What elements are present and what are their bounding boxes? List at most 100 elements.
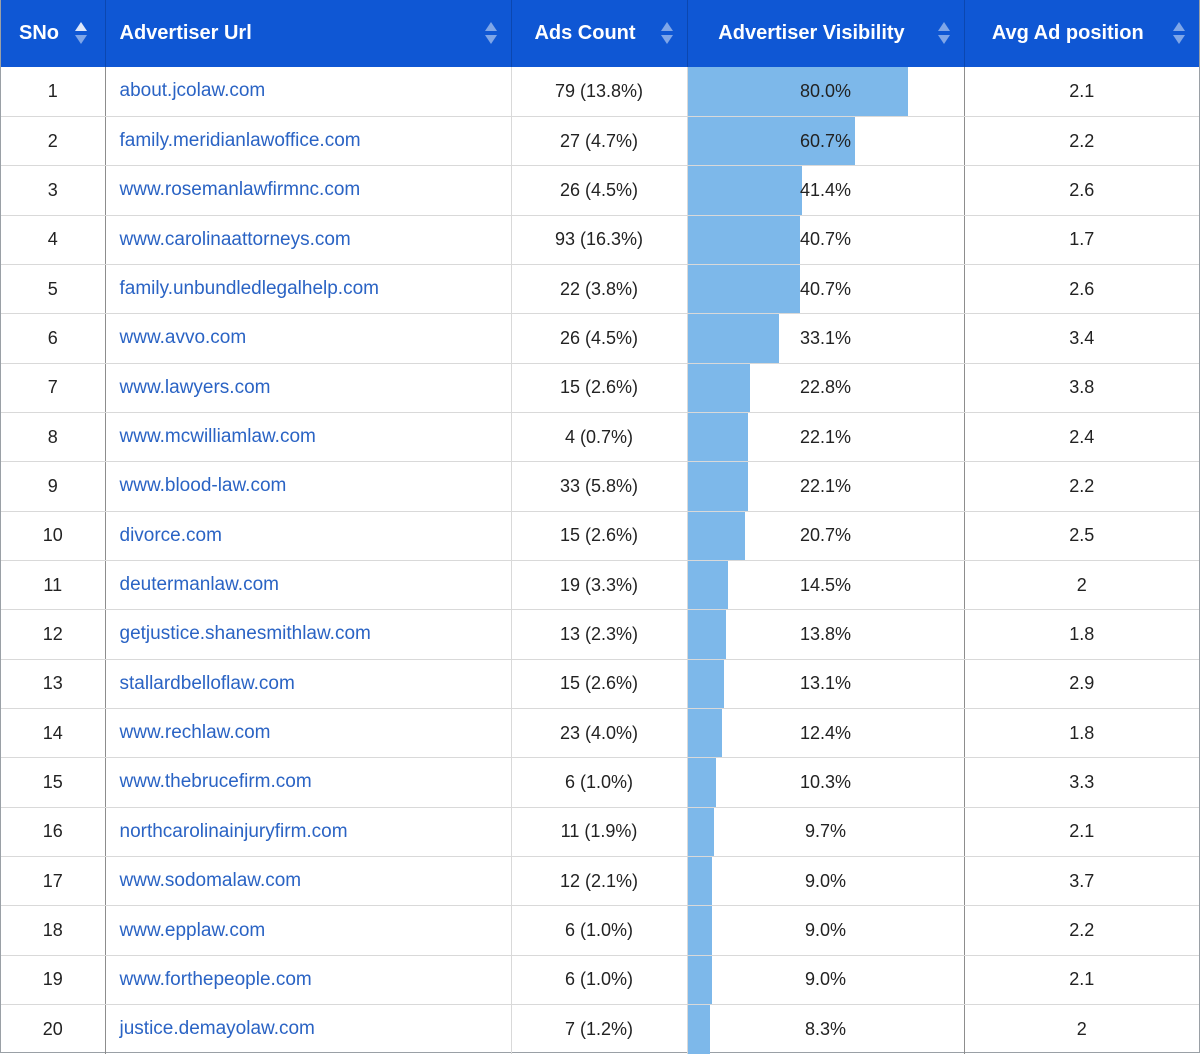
advertiser-link[interactable]: www.avvo.com — [119, 327, 247, 349]
sort-arrows-icon[interactable] — [937, 22, 950, 46]
visibility-value: 9.0% — [804, 969, 847, 990]
visibility-value: 41.4% — [799, 179, 852, 200]
table-body: 1 about.jcolaw.com 79 (13.8%) 80.0% 2.1 2 fami… — [1, 67, 1199, 1054]
cell-avg-position: 2 — [1076, 1018, 1087, 1039]
table-row[interactable]: 8 www.mcwilliamlaw.com 4 (0.7%) 22.1% 2.4 — [1, 412, 1199, 463]
cell-avg-position: 2.4 — [964, 412, 1199, 463]
sort-arrows-icon[interactable] — [660, 22, 673, 46]
sort-arrows-icon[interactable] — [484, 22, 497, 46]
cell-sno: 13 — [1, 659, 106, 709]
table-row[interactable]: 19 www.forthepeople.com 6 (1.0%) 9.0% 2.1 — [1, 955, 1199, 1006]
visibility-bar — [687, 264, 800, 314]
header-row: SNo Advertiser Url Ads Count Advertiser … — [1, 0, 1199, 67]
cell-url: www.avvo.com — [105, 313, 512, 364]
table-row[interactable]: 11 deutermanlaw.com 19 (3.3%) 14.5% 2 — [1, 560, 1199, 611]
cell-sno: 10 — [1, 511, 106, 561]
visibility-bar — [687, 314, 779, 363]
cell-ads-count: 79 (13.8%) — [511, 67, 688, 117]
cell-avg-position: 1.8 — [964, 708, 1199, 759]
column-header-label: Avg Ad position — [991, 22, 1144, 44]
cell-sno: 2 — [1, 116, 106, 167]
visibility-value: 80.0% — [799, 80, 852, 101]
cell-ads-count: 4 (0.7%) — [511, 412, 688, 463]
cell-avg-position: 2.5 — [964, 511, 1199, 561]
cell-sno: 6 — [1, 313, 106, 364]
table-row[interactable]: 18 www.epplaw.com 6 (1.0%) 9.0% 2.2 — [1, 905, 1199, 956]
column-header-avg-position[interactable]: Avg Ad position — [964, 0, 1199, 67]
table-row[interactable]: 1 about.jcolaw.com 79 (13.8%) 80.0% 2.1 — [1, 67, 1199, 117]
visibility-value: 22.8% — [799, 377, 852, 398]
table-row[interactable]: 9 www.blood-law.com 33 (5.8%) 22.1% 2.2 — [1, 461, 1199, 512]
table-row[interactable]: 7 www.lawyers.com 15 (2.6%) 22.8% 3.8 — [1, 363, 1199, 413]
advertiser-link[interactable]: www.thebrucefirm.com — [119, 771, 312, 793]
table-row[interactable]: 20 justice.demayolaw.com 7 (1.2%) 8.3% 2 — [1, 1004, 1199, 1054]
visibility-value: 14.5% — [799, 574, 852, 595]
advertiser-link[interactable]: www.forthepeople.com — [119, 968, 312, 990]
cell-visibility: 9.0% — [686, 905, 965, 956]
cell-url: www.forthepeople.com — [105, 955, 512, 1006]
column-header-visibility[interactable]: Advertiser Visibility — [687, 0, 965, 67]
visibility-value: 40.7% — [799, 229, 852, 250]
cell-url: deutermanlaw.com — [105, 560, 512, 611]
advertiser-link[interactable]: www.blood-law.com — [119, 475, 287, 497]
cell-visibility: 9.0% — [686, 955, 965, 1006]
advertiser-link[interactable]: deutermanlaw.com — [119, 574, 279, 596]
sort-arrows-icon[interactable] — [74, 22, 87, 46]
column-header-label: SNo — [19, 22, 59, 44]
advertiser-link[interactable]: www.rechlaw.com — [119, 722, 271, 744]
table-row[interactable]: 17 www.sodomalaw.com 12 (2.1%) 9.0% 3.7 — [1, 856, 1199, 907]
visibility-value: 60.7% — [799, 130, 852, 151]
advertiser-link[interactable]: divorce.com — [119, 524, 222, 546]
table-row[interactable]: 4 www.carolinaattorneys.com 93 (16.3%) 40.7… — [1, 215, 1199, 265]
cell-url: family.meridianlawoffice.com — [105, 116, 512, 167]
table-row[interactable]: 2 family.meridianlawoffice.com 27 (4.7%) 60… — [1, 116, 1199, 167]
cell-visibility: 22.1% — [686, 461, 965, 512]
advertiser-link[interactable]: www.epplaw.com — [119, 919, 266, 941]
table-row[interactable]: 6 www.avvo.com 26 (4.5%) 33.1% 3.4 — [1, 313, 1199, 364]
advertiser-link[interactable]: getjustice.shanesmithlaw.com — [119, 623, 371, 645]
cell-avg-position: 3.4 — [964, 313, 1199, 364]
table-row[interactable]: 13 stallardbelloflaw.com 15 (2.6%) 13.1% 2.9 — [1, 659, 1199, 709]
advertiser-link[interactable]: www.sodomalaw.com — [119, 870, 302, 892]
table-row[interactable]: 3 www.rosemanlawfirmnc.com 26 (4.5%) 41.4% 2… — [1, 165, 1199, 216]
advertiser-link[interactable]: www.rosemanlawfirmnc.com — [119, 179, 361, 201]
column-header-sno[interactable]: SNo — [1, 0, 106, 67]
cell-sno: 4 — [1, 215, 106, 265]
visibility-bar — [687, 511, 745, 560]
advertiser-link[interactable]: family.meridianlawoffice.com — [119, 130, 361, 152]
table-row[interactable]: 5 family.unbundledlegalhelp.com 22 (3.8%) 4… — [1, 264, 1199, 315]
cell-url: family.unbundledlegalhelp.com — [105, 264, 512, 315]
cell-avg-position: 2.2 — [964, 116, 1199, 167]
cell-visibility: 9.0% — [686, 856, 965, 907]
visibility-bar — [687, 1005, 711, 1054]
visibility-value: 9.0% — [804, 870, 847, 891]
column-header-ads-count[interactable]: Ads Count — [511, 0, 688, 67]
advertiser-link[interactable]: www.lawyers.com — [119, 376, 271, 398]
table-row[interactable]: 16 northcarolinainjuryfirm.com 11 (1.9%) 9.… — [1, 807, 1199, 858]
advertiser-link[interactable]: www.carolinaattorneys.com — [119, 228, 351, 250]
advertiser-link[interactable]: family.unbundledlegalhelp.com — [119, 278, 379, 300]
cell-url: www.lawyers.com — [105, 363, 512, 413]
cell-ads-count: 11 (1.9%) — [511, 807, 688, 858]
advertiser-link[interactable]: northcarolinainjuryfirm.com — [119, 820, 348, 842]
visibility-bar — [687, 67, 909, 116]
cell-url: getjustice.shanesmithlaw.com — [105, 609, 512, 660]
advertiser-link[interactable]: stallardbelloflaw.com — [119, 672, 295, 694]
cell-visibility: 13.8% — [686, 609, 965, 660]
cell-visibility: 40.7% — [686, 264, 965, 315]
advertiser-link[interactable]: www.mcwilliamlaw.com — [119, 426, 316, 448]
table-row[interactable]: 15 www.thebrucefirm.com 6 (1.0%) 10.3% 3.3 — [1, 757, 1199, 808]
visibility-value: 12.4% — [799, 722, 852, 743]
cell-avg-position: 1.8 — [964, 609, 1199, 660]
advertiser-link[interactable]: about.jcolaw.com — [119, 80, 266, 102]
table-row[interactable]: 12 getjustice.shanesmithlaw.com 13 (2.3%) 1… — [1, 609, 1199, 660]
cell-url: northcarolinainjuryfirm.com — [105, 807, 512, 858]
cell-avg-position: 2.1 — [964, 807, 1199, 858]
sort-arrows-icon[interactable] — [1173, 22, 1185, 46]
table-row[interactable]: 14 www.rechlaw.com 23 (4.0%) 12.4% 1.8 — [1, 708, 1199, 759]
table-row[interactable]: 10 divorce.com 15 (2.6%) 20.7% 2.5 — [1, 511, 1199, 561]
advertiser-link[interactable]: justice.demayolaw.com — [119, 1018, 315, 1040]
column-header-url[interactable]: Advertiser Url — [105, 0, 512, 67]
cell-url: www.sodomalaw.com — [105, 856, 512, 907]
